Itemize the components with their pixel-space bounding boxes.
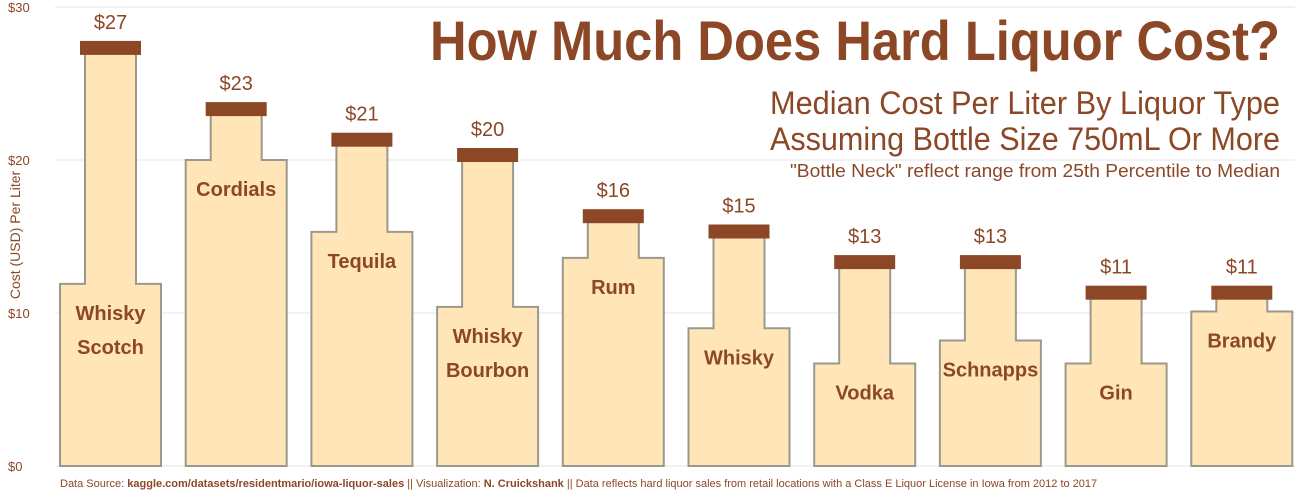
bottle-cap bbox=[834, 255, 896, 270]
bottle: $27 Whisky Scotch bbox=[59, 12, 162, 467]
value-label: $20 bbox=[471, 119, 504, 141]
value-label: $16 bbox=[597, 180, 630, 202]
bottle-cap bbox=[959, 255, 1021, 270]
category-label: Brandy bbox=[1207, 330, 1277, 352]
y-axis-ticks: $0 $10 $20 $30 bbox=[8, 0, 30, 474]
chart-title: How Much Does Hard Liquor Cost? bbox=[430, 9, 1280, 72]
bottle-cap bbox=[1085, 285, 1147, 300]
bottle: $15 Whisky bbox=[687, 196, 791, 467]
bottle-cap bbox=[205, 102, 267, 117]
category-label: Tequila bbox=[328, 251, 397, 273]
caption-note: || Data reflects hard liquor sales from … bbox=[563, 478, 1098, 490]
category-label: Rum bbox=[591, 277, 635, 299]
bottle-body bbox=[59, 51, 162, 467]
category-label: Scotch bbox=[77, 337, 144, 359]
bottle-body bbox=[561, 220, 665, 467]
chart-subtitle-line-2: Assuming Bottle Size 750mL Or More bbox=[770, 121, 1280, 157]
value-label: $23 bbox=[220, 73, 253, 95]
y-axis-label: Cost (USD) Per Liter bbox=[7, 170, 23, 299]
category-label: Bourbon bbox=[446, 360, 529, 382]
value-label: $11 bbox=[1100, 257, 1132, 279]
bottle: $21 Tequila bbox=[310, 104, 414, 467]
bottle: $16 Rum bbox=[561, 180, 665, 467]
caption-viz-label: || Visualization: bbox=[404, 478, 484, 490]
bottle-cap bbox=[331, 132, 393, 147]
bottle: $23 Cordials bbox=[184, 73, 288, 467]
bottle-cap bbox=[708, 224, 770, 239]
value-label: $11 bbox=[1226, 257, 1258, 279]
bottle-body bbox=[310, 143, 414, 467]
value-label: $13 bbox=[848, 226, 881, 248]
bottle-cap bbox=[457, 148, 519, 162]
category-label: Whisky bbox=[453, 326, 524, 348]
category-label: Whisky bbox=[75, 303, 146, 325]
value-label: $27 bbox=[94, 12, 127, 34]
value-label: $13 bbox=[974, 226, 1007, 248]
bottle: $13 Vodka bbox=[813, 226, 917, 467]
y-tick-label: $20 bbox=[8, 153, 30, 168]
y-tick-label: $0 bbox=[8, 459, 22, 474]
caption-source-label: Data Source: bbox=[60, 478, 128, 490]
category-label: Cordials bbox=[196, 179, 276, 201]
y-tick-label: $10 bbox=[8, 306, 30, 321]
bottle-cap bbox=[582, 209, 644, 224]
bottle-body bbox=[184, 113, 288, 467]
chart-note: "Bottle Neck" reflect range from 25th Pe… bbox=[790, 161, 1280, 181]
chart-subtitle-line-1: Median Cost Per Liter By Liquor Type bbox=[770, 85, 1280, 121]
bottle: $11 Gin bbox=[1064, 257, 1168, 467]
bottle: $11 Brandy bbox=[1190, 257, 1294, 467]
bottle-body bbox=[436, 159, 540, 467]
bottle: $13 Schnapps bbox=[938, 226, 1042, 467]
bottle-body bbox=[1190, 296, 1294, 467]
value-label: $21 bbox=[345, 104, 378, 126]
category-label: Gin bbox=[1099, 382, 1132, 404]
category-label: Whisky bbox=[704, 347, 775, 369]
y-tick-label: $30 bbox=[8, 0, 30, 15]
bottle-cap bbox=[1211, 285, 1273, 300]
category-label: Vodka bbox=[835, 382, 894, 404]
bottle-cap bbox=[80, 40, 141, 55]
caption: Data Source: kaggle.com/datasets/residen… bbox=[60, 478, 1097, 490]
bottle-body bbox=[813, 266, 917, 467]
category-label: Schnapps bbox=[943, 360, 1039, 382]
caption-source-url: kaggle.com/datasets/residentmario/iowa-l… bbox=[127, 478, 405, 490]
value-label: $15 bbox=[722, 196, 755, 218]
bottle: $20 Whisky Bourbon bbox=[436, 119, 540, 467]
bottles: $27 Whisky Scotch $23 Cordials $21 Tequila $20 W… bbox=[59, 12, 1294, 467]
caption-author: N. Cruickshank bbox=[483, 478, 564, 490]
